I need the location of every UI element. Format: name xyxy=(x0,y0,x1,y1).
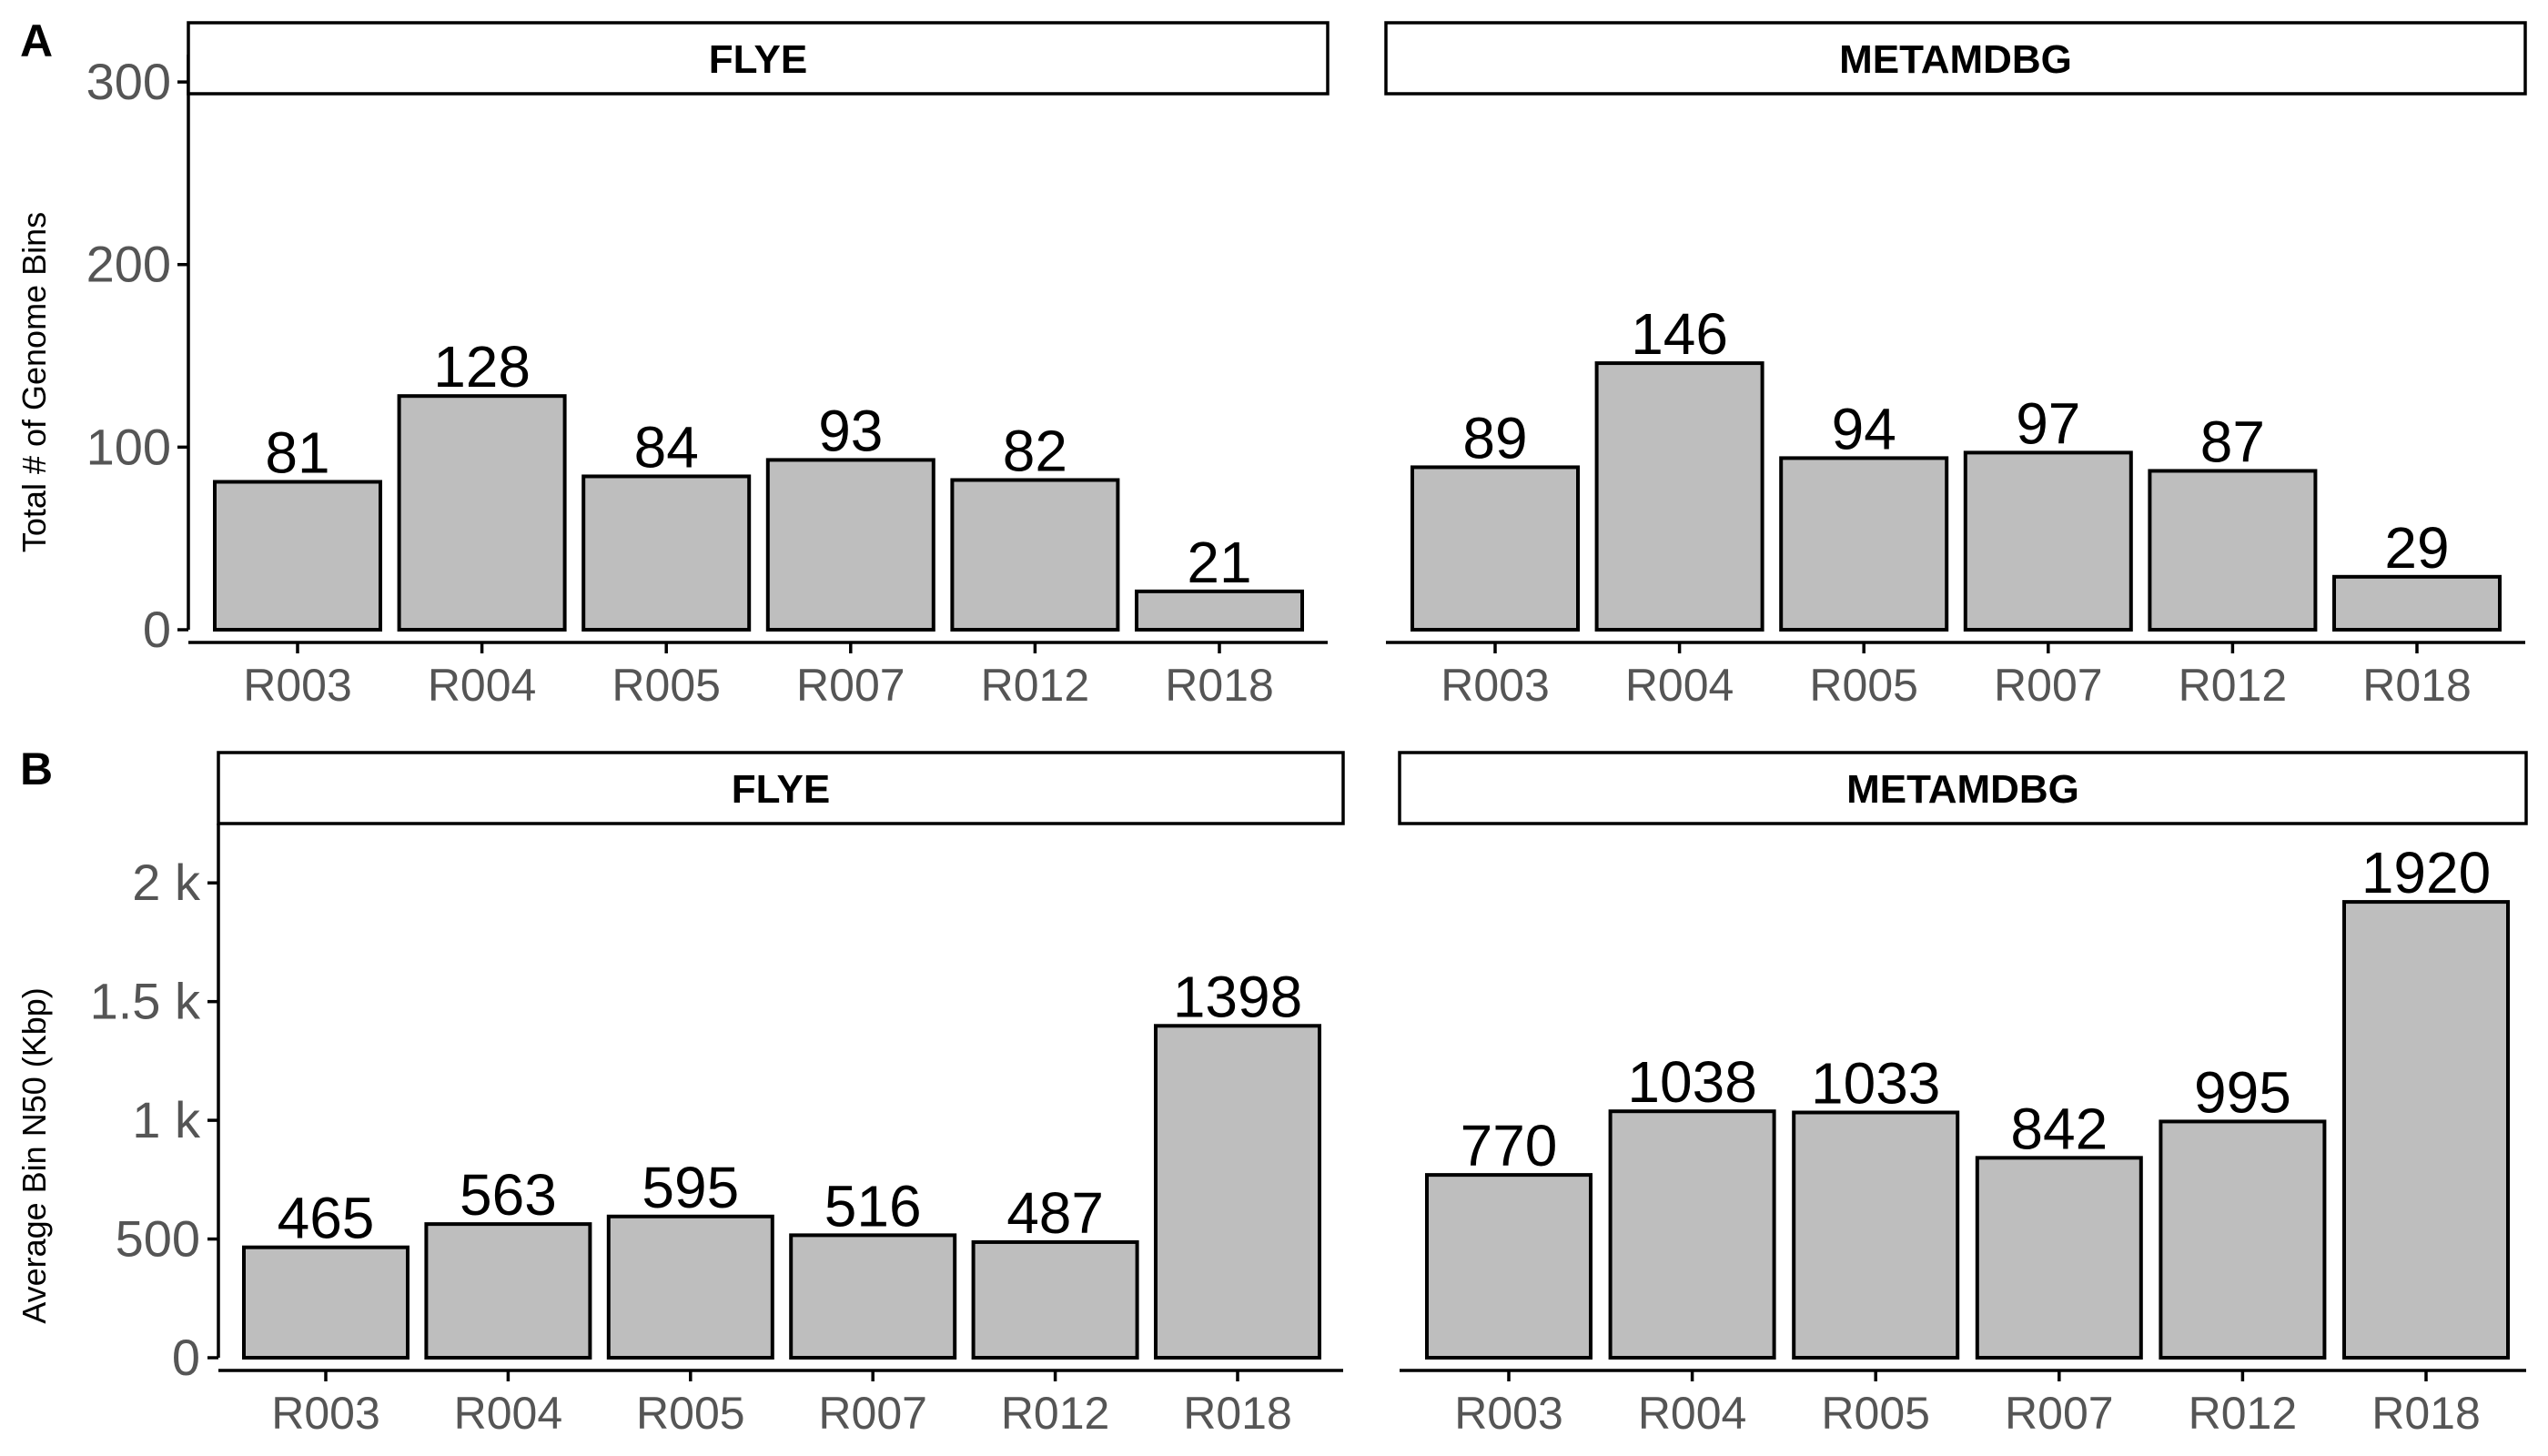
panel-a-facet-metamdbg-bar xyxy=(2148,469,2318,632)
panel-a-facet-metamdbg-strip xyxy=(1384,21,2527,96)
panel-b-facet-metamdbg-bar-label: 1038 xyxy=(1627,1049,1756,1115)
panel-b-facet-metamdbg-x-tick-label: R003 xyxy=(1454,1388,1563,1439)
panel-a-facet-flye-bar-label: 82 xyxy=(1003,418,1067,483)
panel-b-facet-metamdbg-x-tick-label: R007 xyxy=(2005,1388,2114,1439)
panel-b-facet-flye-strip-title: FLYE xyxy=(732,767,830,812)
panel-b-facet-metamdbg-bar-label: 842 xyxy=(2010,1096,2108,1161)
panel-a-facet-metamdbg-bar-label: 89 xyxy=(1462,405,1527,470)
panel-a-facet-flye-bar-label: 93 xyxy=(818,398,883,463)
panel-a-facet-flye-bar xyxy=(213,480,382,632)
panel-b-facet-metamdbg-bar-label: 1920 xyxy=(2361,840,2491,905)
panel-a-facet-flye-bar-label: 21 xyxy=(1187,530,1251,595)
panel-b-facet-metamdbg-strip-title: METAMDBG xyxy=(1846,767,2079,812)
panel-b-facet-flye-x-tick-label: R003 xyxy=(271,1388,380,1439)
panel-a-facet-flye-x-tick-label: R005 xyxy=(612,660,721,711)
panel-a-facet-metamdbg-bar-label: 87 xyxy=(2200,409,2265,474)
panel-b-facet-flye-x-tick-label: R007 xyxy=(818,1388,927,1439)
panel-b-facet-flye-bar-label: 595 xyxy=(642,1155,739,1220)
panel-b-facet-flye-bar-label: 465 xyxy=(278,1186,375,1251)
panel-b-facet-flye-bar-label: 563 xyxy=(460,1162,557,1228)
panel-a-facet-flye-bar xyxy=(765,458,935,632)
panel-a-facet-metamdbg-x-tick-label: R012 xyxy=(2179,660,2288,711)
panel-b-facet-metamdbg-bar xyxy=(2342,900,2510,1360)
panel-a-facet-metamdbg-x-tick-label: R003 xyxy=(1441,660,1550,711)
panel-b-facet-flye-x-tick-label: R012 xyxy=(1001,1388,1110,1439)
panel-b-facet-metamdbg-bar-label: 1033 xyxy=(1811,1051,1940,1117)
panel-a-facet-flye-bar xyxy=(950,478,1120,632)
panel-a-facet-flye-x-tick-label: R007 xyxy=(796,660,905,711)
panel-b-facet-flye-bar xyxy=(789,1233,957,1360)
panel-a-facet-metamdbg-bar xyxy=(1963,450,2133,632)
panel-b-facet-flye-bar xyxy=(606,1214,774,1360)
panel-b-facet-flye-bar-label: 516 xyxy=(824,1173,922,1239)
panel-b-y-tick-label: 0 xyxy=(172,1329,200,1386)
panel-b-facet-metamdbg-x-tick-label: R004 xyxy=(1638,1388,1747,1439)
panel-b-facet-metamdbg-strip xyxy=(1398,751,2528,825)
panel-a-facet-metamdbg-bar-label: 146 xyxy=(1631,301,1728,367)
panel-a-facet-metamdbg-x-tick-label: R005 xyxy=(1809,660,1918,711)
panel-a-facet-flye-strip xyxy=(187,21,1330,96)
panel-a-facet-metamdbg-bar-label: 29 xyxy=(2384,515,2449,581)
panel-b-facet-flye-bar xyxy=(971,1239,1139,1360)
panel-a-y-axis-title: Total # of Genome Bins xyxy=(15,212,53,552)
panel-b-facet-metamdbg-x-tick-label: R012 xyxy=(2189,1388,2298,1439)
panel-b-facet-flye-bar-label: 487 xyxy=(1006,1180,1104,1246)
panel-a-facet-flye-bar-label: 81 xyxy=(265,420,329,485)
panel-a-facet-flye-x-tick-label: R004 xyxy=(428,660,537,711)
panel-a-facet-flye-strip-title: FLYE xyxy=(709,37,807,82)
panel-a-y-tick-label: 100 xyxy=(86,418,171,475)
panel-a-facet-flye-bar xyxy=(581,474,752,632)
panel-a-facet-metamdbg-bar xyxy=(1779,456,1949,632)
panel-b-facet-metamdbg-bar xyxy=(2159,1119,2327,1360)
panel-b-facet-metamdbg-bar xyxy=(1425,1173,1592,1360)
panel-b-y-axis-title: Average Bin N50 (Kbp) xyxy=(15,987,53,1324)
panel-a: A Total # of Genome Bins 0 100 200 300 FLYE 8… xyxy=(15,15,2527,711)
panel-a-y-tick-label: 300 xyxy=(86,53,171,110)
panel-b-facet-metamdbg-bar xyxy=(1608,1109,1776,1360)
panel-b-facet-metamdbg-bar-label: 995 xyxy=(2194,1059,2291,1125)
panel-a-facet-metamdbg-x-tick-label: R007 xyxy=(1994,660,2103,711)
panel-a-facet-metamdbg-bar xyxy=(1594,361,1764,632)
panel-a-facet-flye-x-tick-label: R018 xyxy=(1165,660,1274,711)
panel-a-facet-flye-bar-label: 84 xyxy=(634,414,699,480)
panel-b-facet-metamdbg-bar xyxy=(1792,1110,1960,1360)
panel-a-y-tick-label: 0 xyxy=(143,601,171,658)
panel-a-facet-flye-x-tick-label: R012 xyxy=(981,660,1090,711)
panel-a-facet-metamdbg-x-tick-label: R018 xyxy=(2362,660,2472,711)
panel-b-facet-flye-strip xyxy=(217,751,1345,825)
panel-a-letter: A xyxy=(20,15,53,66)
panel-b-letter: B xyxy=(20,743,53,794)
panel-b-facet-flye-bar xyxy=(242,1245,410,1360)
panel-a-facet-metamdbg-bar-label: 97 xyxy=(2016,390,2080,456)
panel-b-facet-flye-x-tick-label: R005 xyxy=(636,1388,745,1439)
panel-b-facet-metamdbg-x-tick-label: R018 xyxy=(2371,1388,2481,1439)
panel-b: B Average Bin N50 (Kbp) 0 500 1 k 1.5 k 2 k F… xyxy=(15,743,2528,1439)
panel-b-facet-flye-bar-label: 1398 xyxy=(1173,964,1302,1029)
panel-a-facet-flye-x-tick-label: R003 xyxy=(243,660,352,711)
panel-b-y-tick-label: 1 k xyxy=(132,1091,201,1148)
panel-b-facet-flye-bar xyxy=(1154,1024,1321,1360)
panel-a-facet-metamdbg-x-tick-label: R004 xyxy=(1625,660,1734,711)
panel-b-facet-flye-x-tick-label: R004 xyxy=(454,1388,563,1439)
panel-b-facet-metamdbg-x-tick-label: R005 xyxy=(1821,1388,1930,1439)
panel-b-facet-metamdbg-bar xyxy=(1975,1156,2143,1360)
panel-a-facet-metamdbg-bar xyxy=(2332,574,2502,632)
panel-a-facet-flye-bar xyxy=(1135,589,1304,632)
panel-a-facet-metamdbg-strip-title: METAMDBG xyxy=(1839,37,2072,82)
panel-b-y-tick-label: 1.5 k xyxy=(90,973,201,1030)
panel-b-facet-flye-bar xyxy=(424,1222,592,1360)
panel-a-facet-metamdbg-bar xyxy=(1410,465,1580,632)
panel-a-y-tick-label: 200 xyxy=(86,236,171,293)
panel-b-y-tick-label: 500 xyxy=(116,1210,200,1268)
panel-b-y-tick-label: 2 k xyxy=(132,854,201,911)
panel-a-facet-flye-bar-label: 128 xyxy=(433,334,531,399)
panel-a-facet-flye-bar xyxy=(397,394,567,632)
panel-a-facet-metamdbg-bar-label: 94 xyxy=(1832,396,1896,461)
panel-b-facet-flye-x-tick-label: R018 xyxy=(1183,1388,1292,1439)
panel-b-facet-metamdbg-bar-label: 770 xyxy=(1461,1113,1558,1178)
